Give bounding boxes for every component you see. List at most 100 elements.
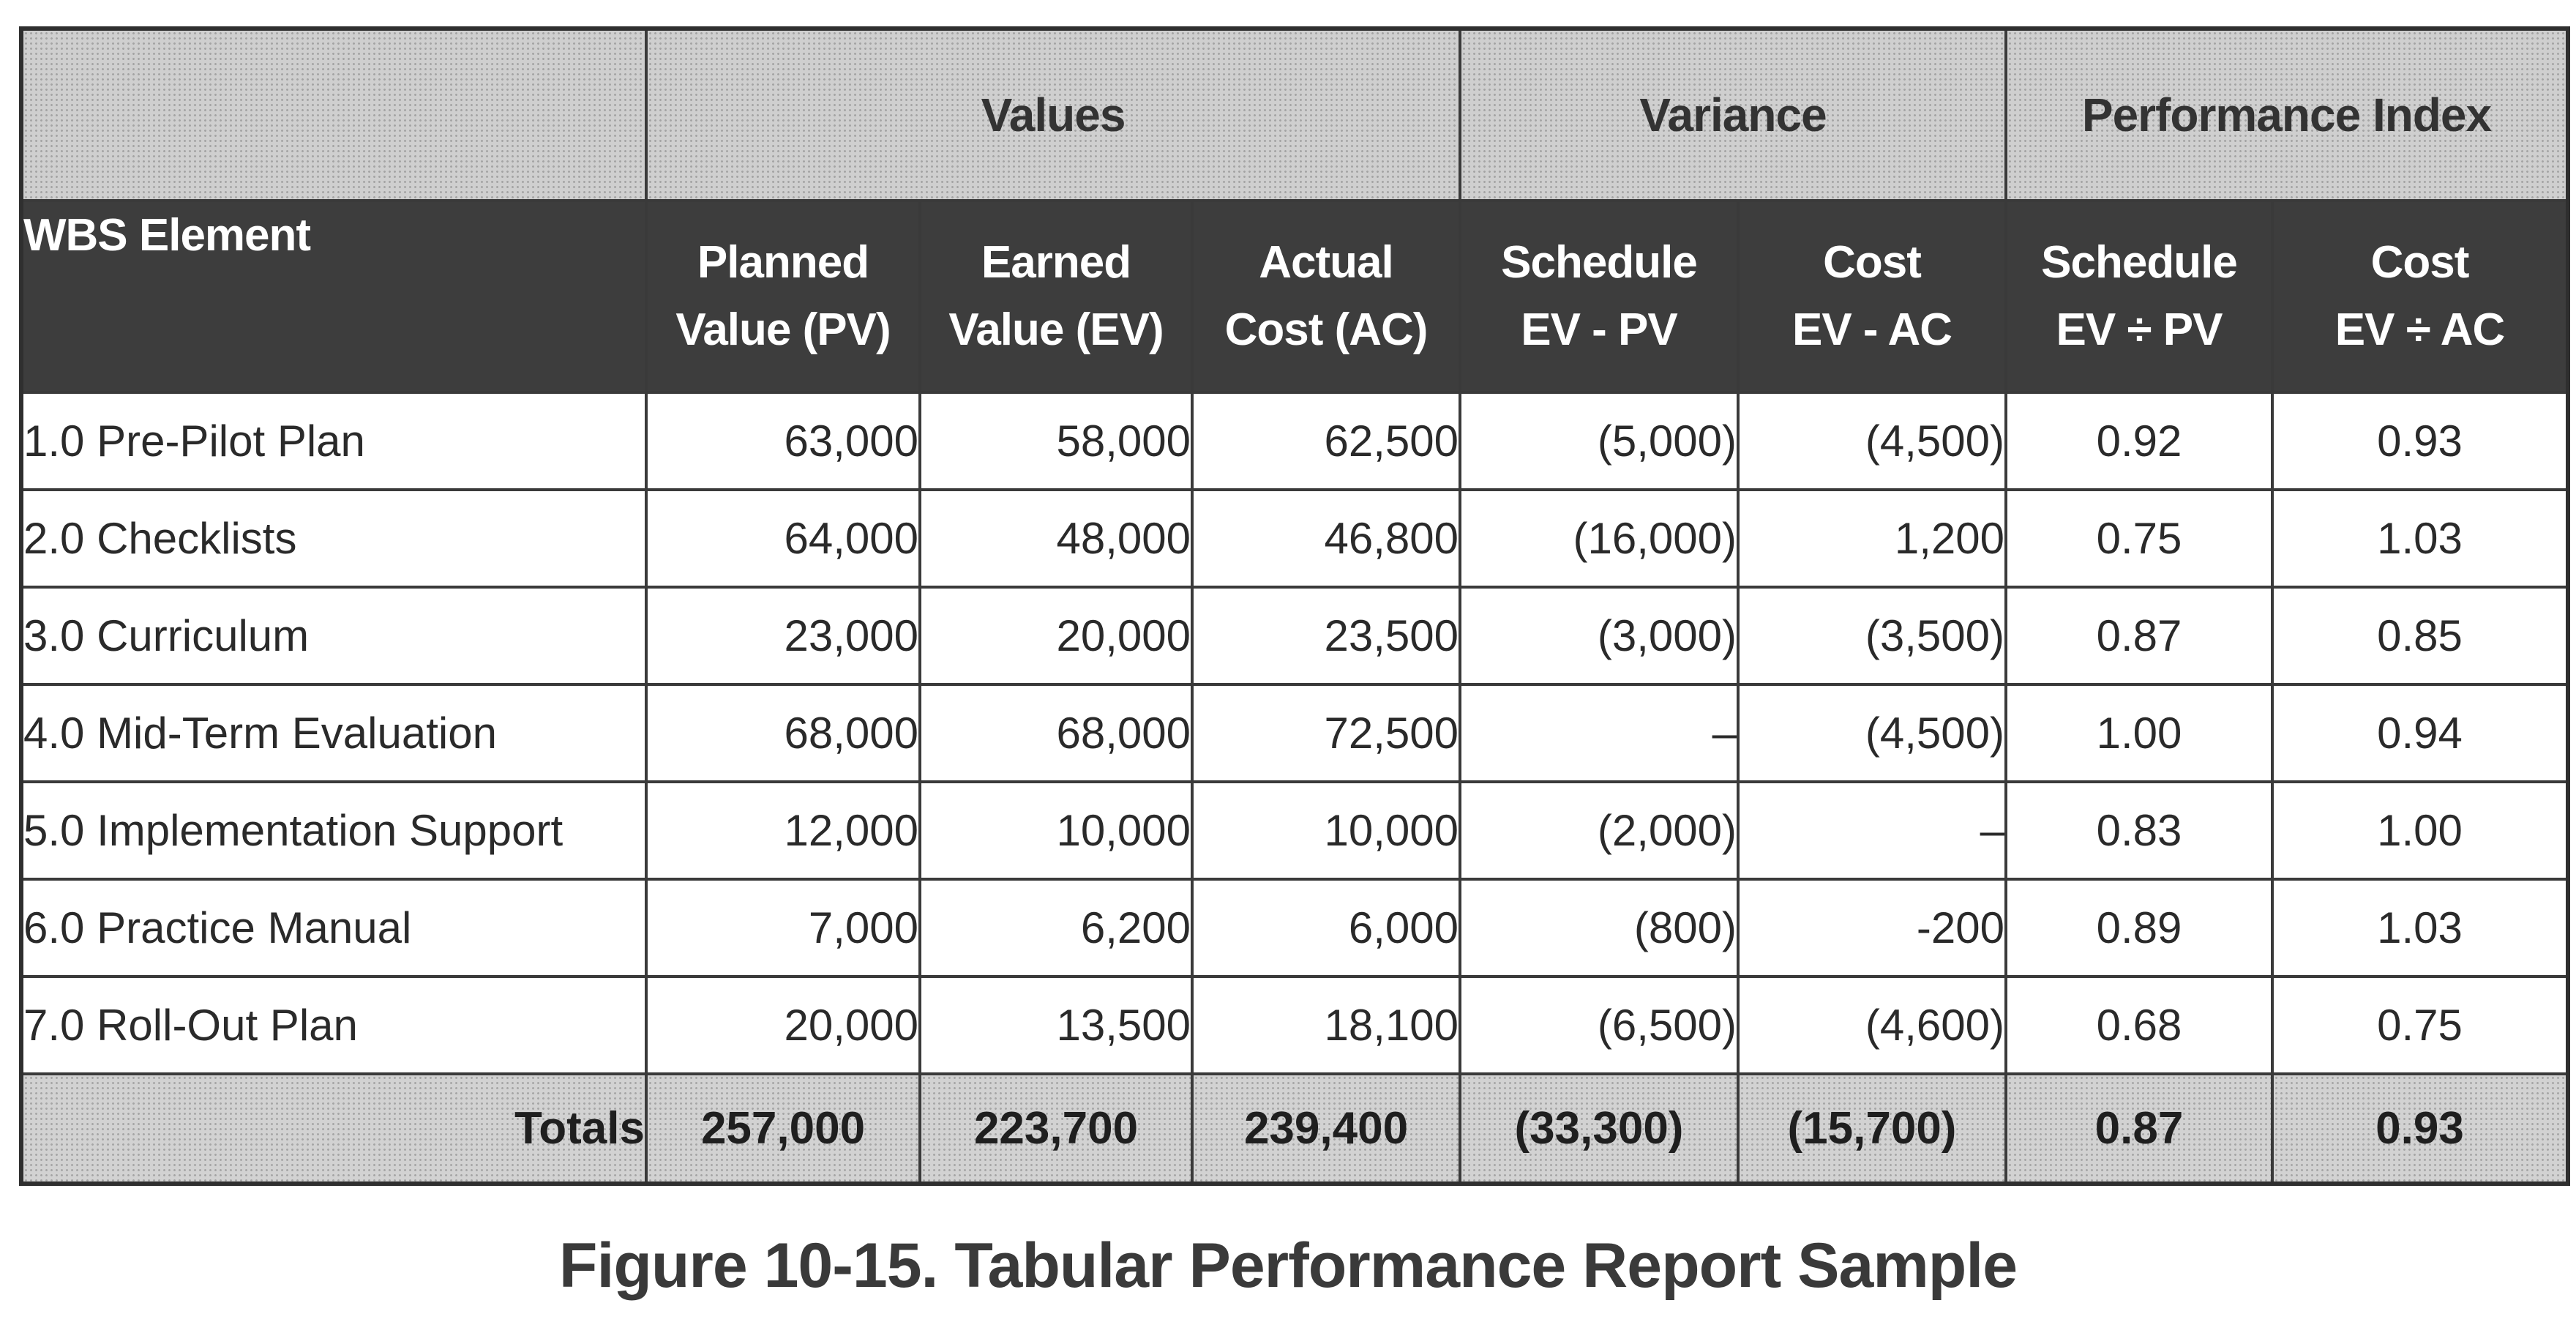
total-ev: 223,700 [918, 1072, 1194, 1186]
cell-ev: 13,500 [918, 974, 1194, 1075]
cell-ac: 10,000 [1191, 780, 1461, 881]
cell-pv: 23,000 [645, 585, 921, 686]
cell-cv: – [1737, 780, 2007, 881]
table-row: 7.0 Roll-Out Plan 20,000 13,500 18,100 (… [20, 974, 2569, 1075]
cell-cv: (4,500) [1737, 682, 2007, 783]
cell-ev: 6,200 [918, 877, 1194, 978]
table-row: 2.0 Checklists 64,000 48,000 46,800 (16,… [20, 488, 2569, 589]
cell-cpi: 0.85 [2271, 585, 2569, 686]
cell-cpi: 1.03 [2271, 877, 2569, 978]
total-spi: 0.87 [2004, 1072, 2274, 1186]
column-header-ac-line1: Actual [1259, 237, 1393, 288]
cell-wbs: 3.0 Curriculum [20, 585, 648, 686]
table-row: 3.0 Curriculum 23,000 20,000 23,500 (3,0… [20, 585, 2569, 686]
cell-sv: (16,000) [1459, 488, 1740, 589]
totals-label: Totals [20, 1072, 648, 1186]
cell-ev: 68,000 [918, 682, 1194, 783]
cell-cv: 1,200 [1737, 488, 2007, 589]
column-header-pv: Planned Value (PV) [645, 199, 921, 394]
column-header-spi-line1: Schedule [2041, 237, 2238, 288]
cell-wbs: 1.0 Pre-Pilot Plan [20, 391, 648, 491]
cell-cpi: 0.94 [2271, 682, 2569, 783]
table-row: 5.0 Implementation Support 12,000 10,000… [20, 780, 2569, 881]
column-header-ac: Actual Cost (AC) [1191, 199, 1461, 394]
column-header-ev-line2: Value (EV) [948, 305, 1164, 355]
column-header-cpi: Cost EV ÷ AC [2271, 199, 2569, 394]
column-header-cv-line1: Cost [1823, 237, 1922, 288]
column-header-ev-line1: Earned [981, 237, 1131, 288]
cell-wbs: 6.0 Practice Manual [20, 877, 648, 978]
column-header-sv: Schedule EV - PV [1459, 199, 1740, 394]
group-header-blank [20, 27, 648, 202]
cell-wbs: 5.0 Implementation Support [20, 780, 648, 881]
table-row: 6.0 Practice Manual 7,000 6,200 6,000 (8… [20, 877, 2569, 978]
cell-ac: 62,500 [1191, 391, 1461, 491]
figure-caption: Figure 10-15. Tabular Performance Report… [558, 1231, 2018, 1301]
cell-spi: 0.87 [2004, 585, 2274, 686]
group-header-values: Values [645, 27, 1461, 202]
cell-ac: 46,800 [1191, 488, 1461, 589]
cell-cv: (4,600) [1737, 974, 2007, 1075]
group-header-row: Values Variance Performance Index [20, 27, 2569, 202]
cell-pv: 68,000 [645, 682, 921, 783]
cell-pv: 12,000 [645, 780, 921, 881]
column-header-pv-line1: Planned [697, 237, 869, 288]
total-pv: 257,000 [645, 1072, 921, 1186]
cell-ev: 48,000 [918, 488, 1194, 589]
total-ac: 239,400 [1191, 1072, 1461, 1186]
cell-cpi: 1.00 [2271, 780, 2569, 881]
cell-sv: (5,000) [1459, 391, 1740, 491]
cell-sv: (3,000) [1459, 585, 1740, 686]
column-header-sv-line2: EV - PV [1521, 305, 1678, 355]
cell-spi: 0.92 [2004, 391, 2274, 491]
cell-sv: (2,000) [1459, 780, 1740, 881]
cell-spi: 0.83 [2004, 780, 2274, 881]
performance-report-table: Values Variance Performance Index WBS El… [19, 26, 2570, 1186]
cell-ac: 23,500 [1191, 585, 1461, 686]
cell-cpi: 0.75 [2271, 974, 2569, 1075]
total-cpi: 0.93 [2271, 1072, 2569, 1186]
cell-ac: 72,500 [1191, 682, 1461, 783]
cell-ac: 6,000 [1191, 877, 1461, 978]
column-header-cpi-line1: Cost [2370, 237, 2470, 288]
cell-cv: -200 [1737, 877, 2007, 978]
column-header-pv-line2: Value (PV) [675, 305, 891, 355]
total-cv: (15,700) [1737, 1072, 2007, 1186]
column-header-cpi-line2: EV ÷ AC [2334, 305, 2505, 355]
table-row: 4.0 Mid-Term Evaluation 68,000 68,000 72… [20, 682, 2569, 783]
column-header-cv: Cost EV - AC [1737, 199, 2007, 394]
column-header-row: WBS Element Planned Value (PV) Earned Va… [20, 199, 2569, 394]
column-header-sv-line1: Schedule [1501, 237, 1698, 288]
cell-sv: – [1459, 682, 1740, 783]
column-header-cv-line2: EV - AC [1791, 305, 1952, 355]
total-sv: (33,300) [1459, 1072, 1740, 1186]
column-header-ac-line2: Cost (AC) [1224, 305, 1429, 355]
cell-wbs: 7.0 Roll-Out Plan [20, 974, 648, 1075]
cell-wbs: 2.0 Checklists [20, 488, 648, 589]
cell-ev: 20,000 [918, 585, 1194, 686]
cell-cpi: 0.93 [2271, 391, 2569, 491]
table-row: 1.0 Pre-Pilot Plan 63,000 58,000 62,500 … [20, 391, 2569, 491]
cell-ev: 58,000 [918, 391, 1194, 491]
cell-cv: (3,500) [1737, 585, 2007, 686]
cell-ev: 10,000 [918, 780, 1194, 881]
column-header-wbs: WBS Element [20, 199, 648, 394]
column-header-spi: Schedule EV ÷ PV [2004, 199, 2274, 394]
cell-cpi: 1.03 [2271, 488, 2569, 589]
cell-sv: (6,500) [1459, 974, 1740, 1075]
cell-pv: 7,000 [645, 877, 921, 978]
cell-pv: 64,000 [645, 488, 921, 589]
group-header-variance: Variance [1459, 27, 2007, 202]
column-header-ev: Earned Value (EV) [918, 199, 1194, 394]
cell-ac: 18,100 [1191, 974, 1461, 1075]
cell-cv: (4,500) [1737, 391, 2007, 491]
cell-sv: (800) [1459, 877, 1740, 978]
cell-pv: 63,000 [645, 391, 921, 491]
cell-pv: 20,000 [645, 974, 921, 1075]
cell-spi: 0.89 [2004, 877, 2274, 978]
group-header-performance-index: Performance Index [2004, 27, 2569, 202]
cell-spi: 0.68 [2004, 974, 2274, 1075]
cell-wbs: 4.0 Mid-Term Evaluation [20, 682, 648, 783]
cell-spi: 1.00 [2004, 682, 2274, 783]
column-header-spi-line2: EV ÷ PV [2056, 305, 2223, 355]
